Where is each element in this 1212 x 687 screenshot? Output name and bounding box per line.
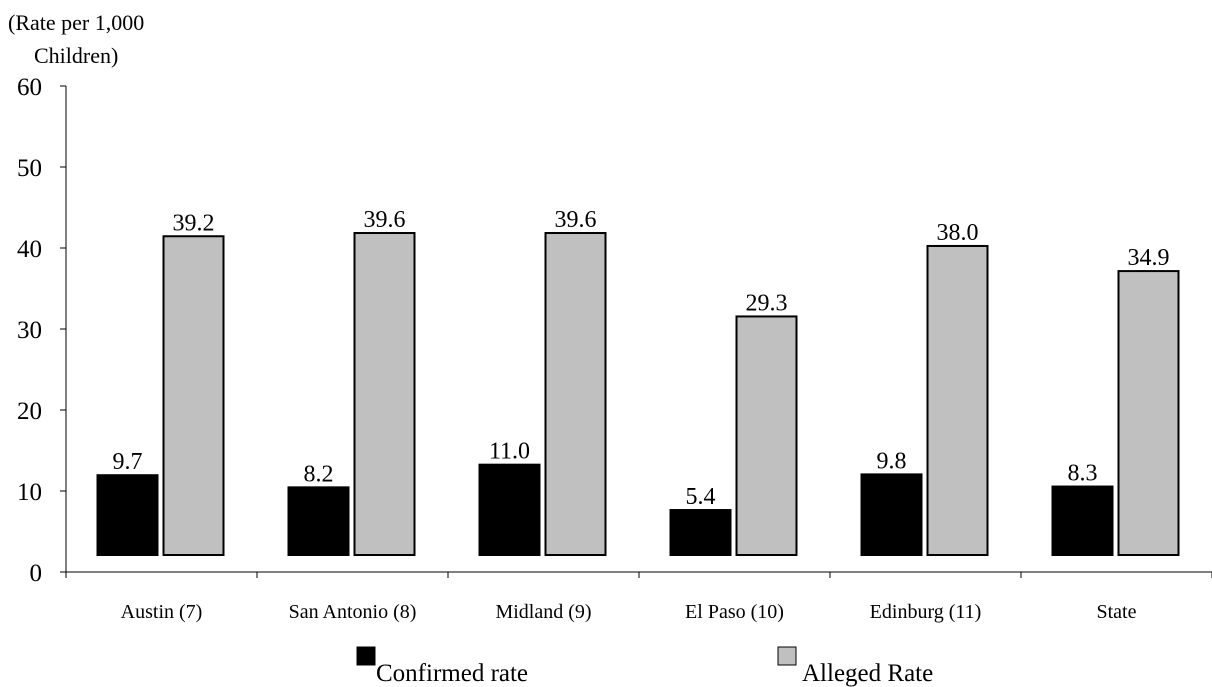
bar-alleged: [162, 235, 225, 556]
bar-confirmed: [478, 463, 541, 556]
bar-value-label: 39.6: [555, 207, 597, 233]
y-tick-label: 0: [30, 560, 43, 587]
bar-value-label: 9.7: [113, 449, 143, 475]
legend-swatch-confirmed: [356, 646, 376, 666]
bar-value-label: 38.0: [937, 220, 979, 246]
bar-value-label: 8.2: [304, 461, 334, 487]
bar-value-label: 39.2: [173, 210, 215, 236]
x-category-label: Midland (9): [495, 601, 591, 623]
bars: [96, 232, 1180, 557]
bar-alleged: [544, 232, 607, 556]
x-category-label: Edinburg (11): [870, 601, 982, 623]
x-category-label: Austin (7): [121, 601, 203, 623]
legend-label-confirmed: Confirmed rate: [376, 660, 528, 687]
bar-confirmed: [669, 509, 732, 557]
bar-value-label: 39.6: [364, 207, 406, 233]
bar-confirmed: [96, 474, 159, 556]
y-tick-label: 20: [17, 398, 42, 425]
y-tick-label: 30: [17, 317, 42, 344]
x-category-label: State: [1097, 601, 1137, 623]
y-tick-label: 10: [17, 479, 42, 506]
bar-value-label: 29.3: [746, 290, 788, 316]
bar-value-label: 8.3: [1068, 461, 1098, 487]
x-category-label: El Paso (10): [685, 601, 784, 623]
y-tick-label: 60: [17, 74, 42, 101]
x-category-label: San Antonio (8): [289, 601, 417, 623]
y-unit-label-line1: (Rate per 1,000: [8, 10, 144, 35]
y-tick-label: 50: [17, 155, 42, 182]
bar-alleged: [353, 232, 416, 556]
bar-value-label: 34.9: [1128, 245, 1170, 271]
bar-alleged: [1117, 270, 1180, 556]
bar-value-label: 9.8: [877, 448, 907, 474]
bar-confirmed: [1051, 485, 1114, 557]
bar-value-label: 11.0: [489, 439, 530, 465]
bar-confirmed: [287, 486, 350, 557]
y-unit-label-line2: Children): [34, 43, 118, 68]
bar-alleged: [735, 315, 798, 556]
bar-alleged: [926, 244, 989, 556]
x-axis: Austin (7) San Antonio (8) Midland (9) El P…: [65, 571, 1212, 623]
value-labels: 9.7 39.2 8.2 39.6 11.0 39.6 5.4 29.3 9.8 38.0 8.3 3…: [113, 207, 1170, 510]
legend: Confirmed rate Alleged Rate: [356, 646, 933, 687]
bar-confirmed: [860, 473, 923, 556]
y-axis: 0 10 20 30 40 50 60: [17, 74, 67, 587]
bar-value-label: 5.4: [686, 484, 716, 510]
legend-swatch-alleged: [777, 646, 797, 666]
legend-label-alleged: Alleged Rate: [802, 660, 933, 687]
y-tick-label: 40: [17, 236, 42, 263]
